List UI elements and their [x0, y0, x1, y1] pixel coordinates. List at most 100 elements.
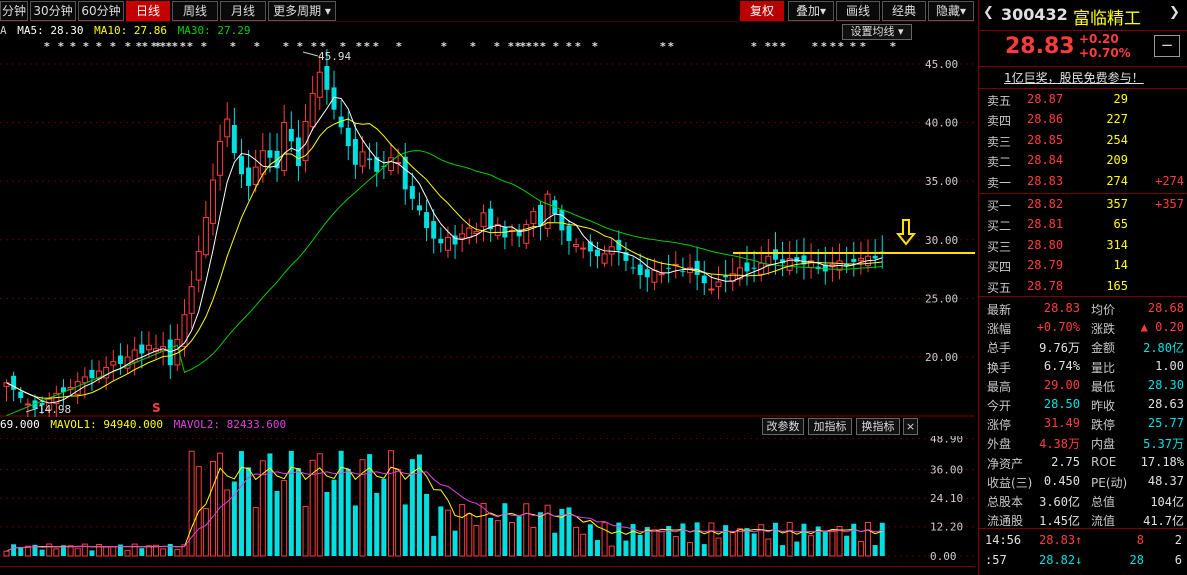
period-60min[interactable]: 60分钟 [78, 1, 124, 21]
period-month[interactable]: 月线 [220, 1, 266, 21]
candle [367, 143, 373, 170]
volume-bar [844, 535, 850, 556]
svg-text:*: * [136, 40, 142, 53]
promo-link[interactable]: 1亿巨奖，股民免费参与！ [1004, 71, 1144, 85]
stat-label: 最新 [987, 303, 1012, 317]
switch-indicator-button[interactable]: 换指标 [856, 418, 900, 435]
candle [794, 239, 800, 274]
tick-volume: 28 [1129, 553, 1144, 567]
volume-bar [829, 530, 836, 557]
candle [552, 195, 558, 223]
volume-bar [580, 533, 587, 557]
period-more-dropdown[interactable]: 更多周期 ▾ [268, 1, 336, 21]
volume-bar [103, 546, 110, 557]
chevron-left-icon[interactable]: ❮ [983, 5, 994, 20]
volume-bar [209, 460, 216, 557]
stat-value: 5.37万 [1143, 437, 1184, 452]
candle [566, 219, 572, 255]
ask-price: 28.84 [1027, 153, 1064, 168]
ask-row: 卖二 28.84 209 [979, 151, 1187, 170]
ma30-line [6, 150, 883, 417]
period-day[interactable]: 日线 [126, 1, 170, 21]
svg-text:*: * [396, 40, 402, 53]
close-icon[interactable]: × [903, 418, 918, 435]
price-change: +0.20 [1079, 32, 1119, 46]
volume-bar [530, 526, 537, 557]
volume-bar [145, 545, 152, 557]
candle [502, 220, 508, 250]
bid-price: 28.81 [1027, 217, 1064, 232]
minus-button[interactable]: − [1154, 35, 1180, 57]
stat-row: 净资产 2.75 ROE 17.18% [979, 453, 1187, 472]
volume-bar [758, 524, 765, 557]
candle [516, 223, 522, 248]
stat-row: 最高 29.00 最低 28.30 [979, 376, 1187, 395]
candle [224, 102, 231, 148]
svg-text:*: * [283, 40, 289, 53]
price-tick-label: 25.00 [925, 292, 958, 305]
candlestick-chart[interactable]: * * * * * * * * * ** * * * * * * * * * * * * * * * * * * * * * * * * * * * * *… [0, 22, 975, 417]
candle [409, 172, 415, 211]
candle [352, 122, 358, 180]
svg-text:*: * [110, 40, 116, 53]
volume-bar [637, 534, 643, 556]
volume-bar [772, 522, 778, 556]
classic-button[interactable]: 经典 [882, 1, 926, 21]
stat-value: +0.70% [1036, 320, 1080, 335]
volume-bar [687, 542, 694, 557]
volume-bar [566, 507, 572, 556]
ma30-legend: MA30: 27.29 [177, 24, 251, 37]
ask-row: 卖四 28.86 227 [979, 110, 1187, 129]
overlay-button[interactable]: 叠加▾ [788, 1, 834, 21]
volume-bar [765, 538, 772, 557]
last-price: 28.83 [1005, 34, 1075, 59]
stat-row: 外盘 4.38万 内盘 5.37万 [979, 433, 1187, 452]
change-params-button[interactable]: 改参数 [762, 418, 804, 435]
svg-text:*: * [660, 40, 666, 53]
candle [538, 201, 543, 241]
hide-button[interactable]: 隐藏▾ [928, 1, 974, 21]
volume-bar [488, 517, 494, 556]
volume-bar [224, 489, 231, 557]
restore-rights-button[interactable]: 复权 [740, 1, 784, 21]
volume-bar [11, 544, 17, 556]
volume-bar [444, 509, 451, 557]
volume-bar [694, 522, 700, 556]
candle [523, 219, 530, 249]
chevron-right-icon[interactable]: ❯ [1169, 5, 1180, 20]
stat-label: 今开 [987, 399, 1012, 413]
svg-text:*: * [526, 40, 532, 53]
candle [217, 124, 224, 191]
candle [808, 243, 815, 279]
volume-bar [865, 521, 872, 557]
volume-bar [672, 536, 679, 557]
candle [238, 138, 244, 188]
quote-panel: ❮ 300432 富临精工 ❯ 28.83 +0.20 +0.70% − 1亿巨… [978, 0, 1187, 575]
candle [288, 111, 294, 153]
svg-text:*: * [508, 40, 514, 53]
volume-legend: 69.000 MAVOL1: 94940.000 MAVOL2: 82433.6… [0, 418, 290, 434]
period-week[interactable]: 周线 [172, 1, 218, 21]
ask-price: 28.87 [1027, 92, 1064, 106]
add-indicator-button[interactable]: 加指标 [808, 418, 852, 435]
volume-bar [608, 545, 615, 557]
settings-ma-button[interactable]: 设置均线 ▾ [842, 24, 912, 40]
draw-line-button[interactable]: 画线 [836, 1, 880, 21]
volume-chart[interactable]: 48.90 36.00 24.10 12.20 0.00 [0, 436, 975, 566]
svg-text:*: * [160, 40, 166, 53]
stat-value: 1.00 [1155, 358, 1184, 373]
volume-bar [281, 480, 288, 557]
volume-bar [857, 541, 864, 557]
stat-value: 28.83 [1043, 301, 1080, 315]
ask-row: 卖五 28.87 29 [979, 90, 1187, 109]
volume-bar [744, 528, 750, 556]
stat-row: 换手 6.74% 量比 1.00 [979, 357, 1187, 376]
period-30min[interactable]: 30分钟 [30, 1, 76, 21]
volume-bar [409, 459, 415, 556]
period-1min[interactable]: 分钟 [0, 1, 28, 21]
volume-bar [124, 549, 131, 557]
settings-ma-label: 设置均线 [850, 25, 895, 38]
bid-volume: 314 [1106, 237, 1128, 252]
candle [857, 241, 864, 275]
svg-text:*: * [668, 40, 674, 53]
